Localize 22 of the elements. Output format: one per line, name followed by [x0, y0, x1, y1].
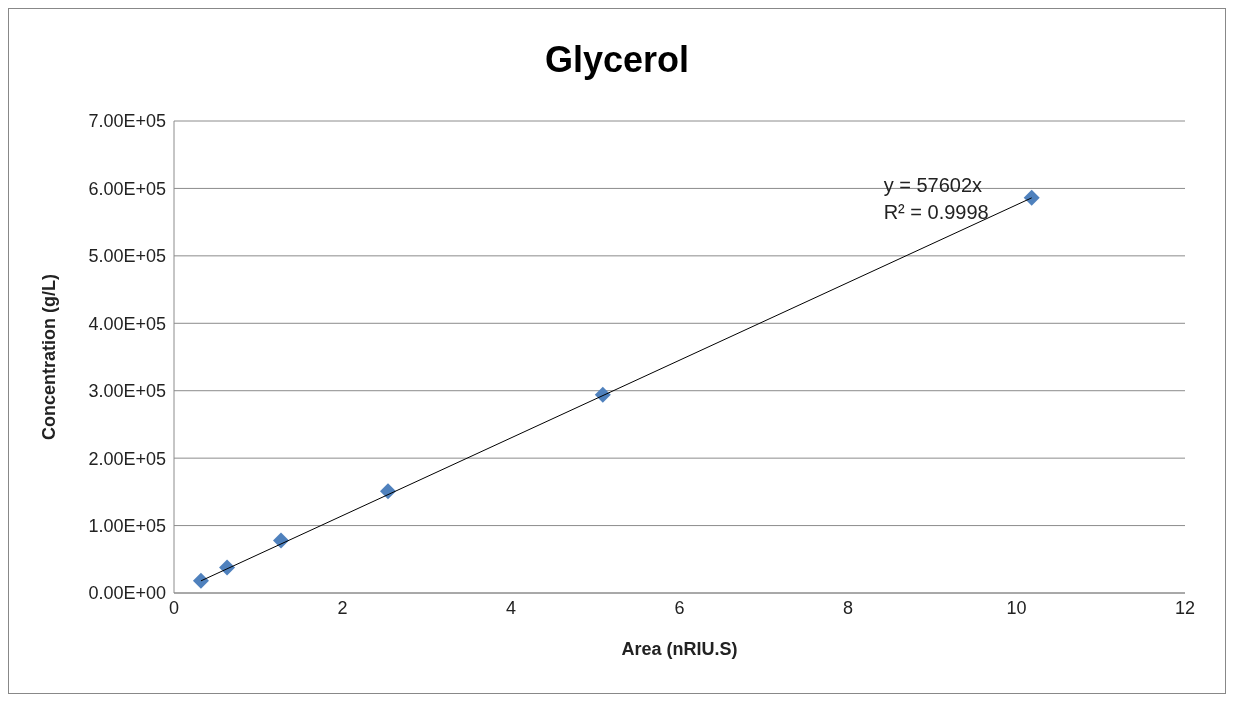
x-tick-label: 0: [168, 597, 180, 618]
y-tick-label: 4.00E+05: [88, 313, 166, 334]
annotation: y = 57602x: [883, 173, 983, 196]
x-tick-label: 12: [1174, 597, 1196, 618]
y-tick-label: 7.00E+05: [88, 111, 166, 132]
point: [192, 572, 209, 589]
point: [1023, 189, 1040, 206]
x-tick-label: 4: [505, 597, 517, 618]
y-tick-label: 2.00E+05: [88, 448, 166, 469]
y-axis-title: Concentration (g/L): [39, 274, 60, 440]
y-tick-label: 5.00E+05: [88, 246, 166, 267]
annotation: R² = 0.9998: [883, 200, 989, 223]
x-axis-title: Area (nRIU.S): [621, 639, 738, 659]
x-tick-label: 2: [337, 597, 348, 618]
x-tick-label: 6: [674, 597, 685, 618]
y-tick-label: 1.00E+05: [88, 515, 166, 536]
chart-title: Glycerol: [543, 39, 691, 81]
x-tick-label: 8: [842, 597, 854, 618]
y-tick-label: 0.00E+00: [88, 583, 166, 604]
x-tick-label: 10: [1006, 597, 1027, 618]
y-tick-label: 6.00E+05: [88, 178, 166, 199]
y-tick-label: 3.00E+05: [88, 381, 166, 402]
